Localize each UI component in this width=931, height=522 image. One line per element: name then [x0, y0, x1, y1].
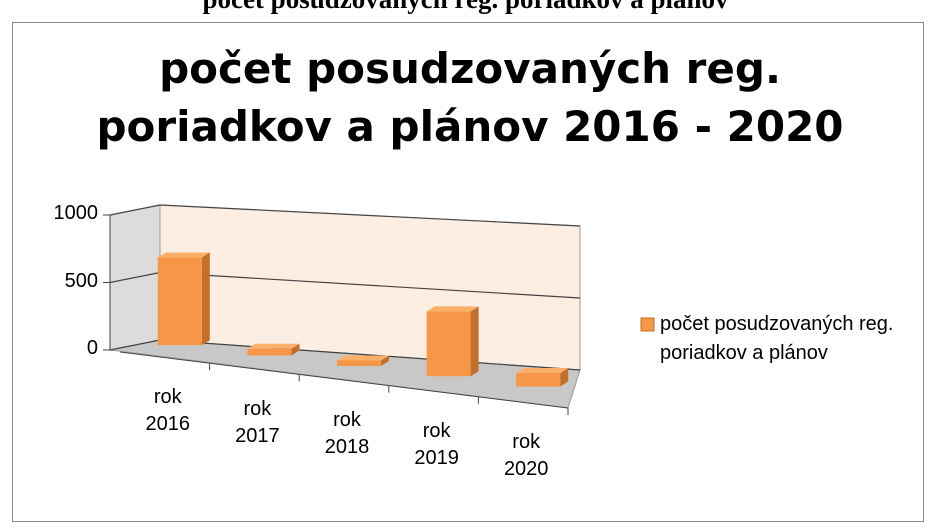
- bar: [516, 373, 561, 387]
- legend-label: počet posudzovaných reg. poriadkov a plá…: [660, 313, 894, 364]
- x-tick-label: rok 2020: [503, 431, 549, 481]
- y-tick-label: 1000: [53, 202, 99, 224]
- heading: počet posudzovaných reg. poriadkov a plá…: [0, 0, 931, 15]
- bar-top: [247, 343, 300, 349]
- y-tick-label: 500: [64, 269, 98, 292]
- x-tick-label: rok 2019: [414, 420, 459, 470]
- bar: [426, 311, 471, 377]
- legend-swatch: [640, 317, 655, 332]
- bar-top: [337, 355, 389, 361]
- x-tick-label: rok 2018: [324, 408, 370, 458]
- bar-side: [381, 355, 389, 366]
- bar-top: [426, 306, 479, 312]
- grid-line: [109, 204, 581, 227]
- chart-title: počet posudzovaných reg. poriadkov a plá…: [96, 44, 844, 151]
- bar-side: [201, 252, 210, 346]
- bar-side: [470, 306, 479, 377]
- bar-side: [560, 368, 569, 387]
- x-tick-label: rok 2017: [235, 397, 280, 447]
- y-tick-label: 0: [86, 337, 98, 359]
- bar-top: [157, 252, 210, 258]
- bar-top: [516, 368, 569, 374]
- bar: [157, 257, 202, 346]
- category-axis: [119, 351, 569, 409]
- bar: [337, 360, 381, 366]
- x-tick-label: rok 2016: [145, 386, 191, 436]
- bar: [247, 348, 292, 356]
- bar-side: [291, 343, 300, 356]
